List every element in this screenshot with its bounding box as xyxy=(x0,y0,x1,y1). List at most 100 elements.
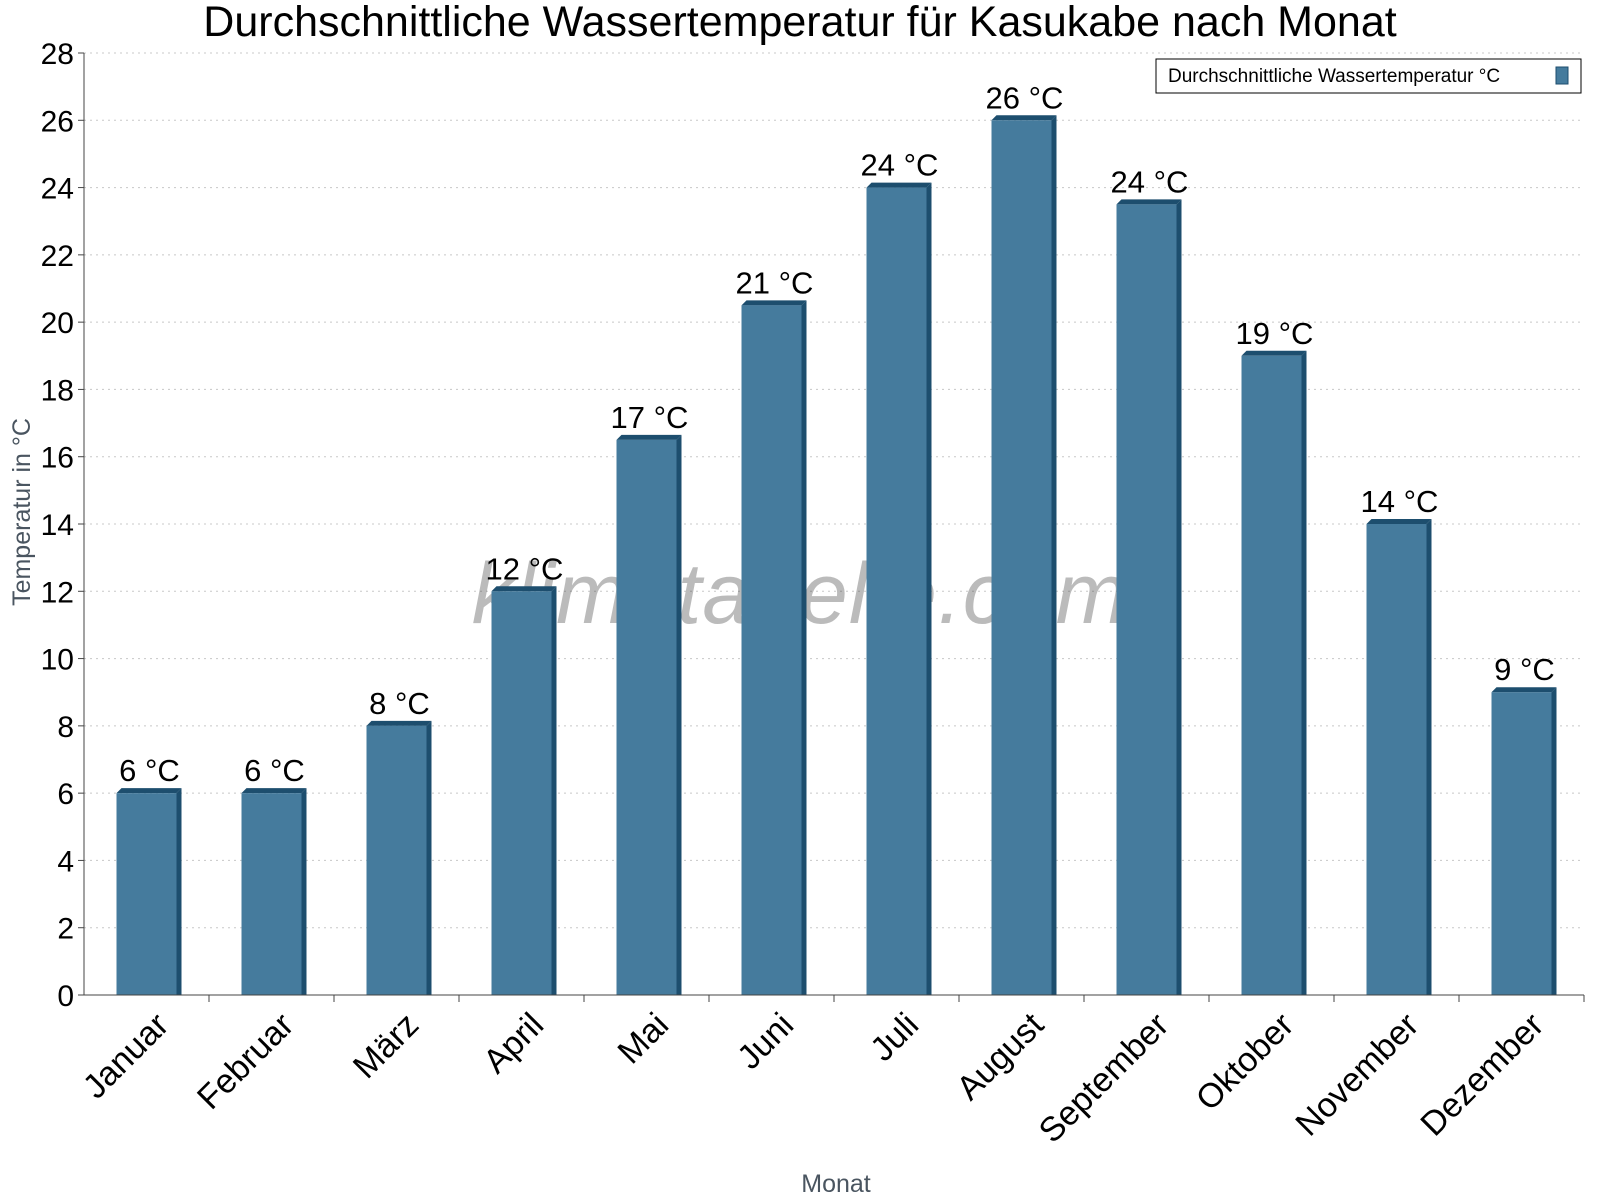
data-label: 9 °C xyxy=(1494,652,1555,687)
data-label: 19 °C xyxy=(1236,316,1314,351)
bar-top-face xyxy=(116,788,182,794)
x-tick-label: Juli xyxy=(863,1006,926,1069)
y-tick-label: 14 xyxy=(41,509,74,542)
x-tick-label: Februar xyxy=(190,1006,301,1117)
bar-januar xyxy=(116,788,182,995)
y-tick-label: 22 xyxy=(41,240,74,273)
legend-entry-label: Durchschnittliche Wassertemperatur °C xyxy=(1168,66,1500,87)
y-tick-label: 18 xyxy=(41,374,74,407)
bar-top-face xyxy=(991,115,1057,121)
bar-front-face xyxy=(116,793,177,995)
bar-side-face xyxy=(1551,687,1557,995)
y-tick-label: 0 xyxy=(57,980,74,1013)
bar-top-face xyxy=(1491,687,1557,693)
data-label: 14 °C xyxy=(1361,484,1439,519)
bar-oktober xyxy=(1241,350,1307,995)
bar-top-face xyxy=(741,300,807,306)
y-tick-label: 2 xyxy=(57,913,74,946)
data-label: 12 °C xyxy=(486,551,564,586)
bar-top-face xyxy=(241,788,307,794)
y-tick-label: 10 xyxy=(41,644,74,677)
x-tick-label: Juni xyxy=(730,1006,801,1077)
chart-title: Durchschnittliche Wassertemperatur für K… xyxy=(203,0,1396,46)
bar-front-face xyxy=(1366,524,1427,995)
bar-februar xyxy=(241,788,307,995)
data-label: 24 °C xyxy=(1111,164,1189,199)
legend-box xyxy=(1155,58,1582,94)
bar-side-face xyxy=(1426,519,1432,995)
bars xyxy=(116,115,1557,996)
bar-märz xyxy=(366,720,432,995)
bar-side-face xyxy=(551,586,557,995)
x-tick-labels: Januar Februar März April Mai Juni Juli AugustS… xyxy=(76,1005,1551,1150)
y-tick-label: 6 xyxy=(57,778,74,811)
y-tick-label: 28 xyxy=(41,38,74,71)
bar-front-face xyxy=(1241,355,1302,995)
bar-juni xyxy=(741,300,807,996)
bar-side-face xyxy=(426,720,432,995)
y-tick-label: 12 xyxy=(41,576,74,609)
x-tick-label: Januar xyxy=(76,1006,176,1106)
bar-side-face xyxy=(1301,350,1307,995)
data-label: 21 °C xyxy=(736,265,814,300)
bar-top-face xyxy=(866,182,932,188)
bar-side-face xyxy=(676,434,682,996)
bar-top-face xyxy=(1241,350,1307,356)
bar-side-face xyxy=(1176,199,1182,996)
data-label: 8 °C xyxy=(369,686,430,721)
bar-front-face xyxy=(241,793,302,995)
data-label: 17 °C xyxy=(611,400,689,435)
bar-dezember xyxy=(1491,687,1557,995)
bar-juli xyxy=(866,182,932,996)
bar-november xyxy=(1366,519,1432,995)
bar-front-face xyxy=(491,591,552,995)
legend: Durchschnittliche Wassertemperatur °C xyxy=(1155,58,1582,94)
bar-top-face xyxy=(366,720,432,726)
data-label: 26 °C xyxy=(986,80,1064,115)
bar-front-face xyxy=(1116,204,1177,996)
bar-front-face xyxy=(991,120,1052,996)
x-tick-label: Mai xyxy=(611,1006,677,1072)
y-tick-label: 8 xyxy=(57,711,74,744)
bar-side-face xyxy=(1051,115,1057,996)
data-label: 24 °C xyxy=(861,148,939,183)
bar-august xyxy=(991,115,1057,996)
x-tick-label: März xyxy=(346,1006,426,1086)
x-tick-label: Dezember xyxy=(1413,1006,1551,1144)
y-tick-label: 4 xyxy=(57,845,74,878)
data-label: 6 °C xyxy=(244,753,305,788)
bar-front-face xyxy=(366,725,427,995)
y-axis-title: Temperatur in °C xyxy=(8,418,36,606)
bar-top-face xyxy=(1116,199,1182,205)
data-labels: 6 °C 6 °C 8 °C 12 °C 17 °C 21 °C 24 °C 26 °C 24 … xyxy=(119,80,1555,788)
x-tick-label: September xyxy=(1032,1006,1176,1150)
bar-april xyxy=(491,586,557,995)
y-tick-label: 20 xyxy=(41,307,74,340)
bar-side-face xyxy=(176,788,182,995)
x-tick-label: August xyxy=(949,1005,1051,1107)
y-tick-label: 24 xyxy=(41,173,74,206)
x-tick-label: April xyxy=(476,1006,551,1081)
x-axis-title: Monat xyxy=(801,1170,871,1198)
data-label: 6 °C xyxy=(119,753,180,788)
bar-top-face xyxy=(1366,519,1432,524)
bar-front-face xyxy=(1491,692,1552,995)
bar-side-face xyxy=(301,788,307,995)
y-gridlines xyxy=(84,52,1584,929)
legend-swatch xyxy=(1555,66,1569,85)
x-tick-label: Oktober xyxy=(1189,1006,1301,1118)
bar-top-face xyxy=(616,434,682,440)
bar-september xyxy=(1116,199,1182,996)
y-tick-label: 26 xyxy=(41,105,74,138)
axes xyxy=(78,52,1585,1002)
bar-side-face xyxy=(926,182,932,996)
bar-mai xyxy=(616,434,682,996)
bar-front-face xyxy=(741,305,802,996)
x-tick-label: November xyxy=(1288,1006,1426,1144)
y-tick-label: 16 xyxy=(41,442,74,475)
bar-side-face xyxy=(801,300,807,996)
bar-front-face xyxy=(866,187,927,996)
bar-top-face xyxy=(491,586,557,592)
